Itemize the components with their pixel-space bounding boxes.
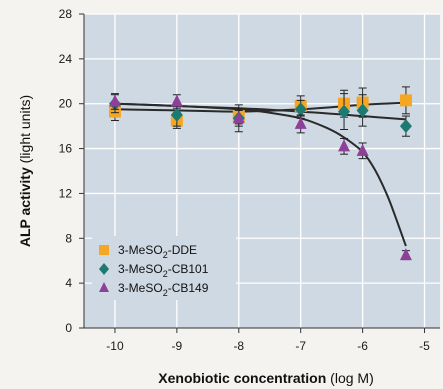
data-point-triangle — [232, 111, 245, 124]
legend-label-subscript: 2 — [163, 250, 168, 260]
legend-label: 3-MeSO2-DDE — [118, 243, 197, 260]
legend-marker-square — [99, 245, 109, 255]
legend-label-suffix: -CB101 — [168, 262, 209, 276]
x-tick-label: -6 — [357, 339, 368, 353]
y-tick-label: 12 — [59, 186, 73, 200]
y-axis-title-main: ALP activity — [17, 167, 33, 247]
x-axis-title-main: Xenobiotic concentration — [158, 370, 326, 386]
legend-label-suffix: -DDE — [168, 243, 197, 257]
legend-label-prefix: 3-MeSO — [118, 262, 163, 276]
fit-curve — [114, 102, 407, 247]
y-tick-label: 8 — [65, 231, 72, 245]
data-point-diamond — [399, 119, 412, 134]
x-tick-label: -10 — [106, 339, 124, 353]
y-tick-label: 20 — [59, 97, 73, 111]
gridlines — [84, 13, 440, 328]
y-tick-label: 4 — [65, 276, 72, 290]
data-point-diamond — [356, 103, 369, 118]
x-axis-title: Xenobiotic concentration (log M) — [158, 370, 373, 386]
axis-ticks: 0 4 8 12 16 20 24 28 -10 -9 -8 -7 -6 -5 — [59, 7, 431, 353]
legend-label-suffix: -CB149 — [168, 281, 209, 295]
data-point-triangle — [294, 116, 307, 129]
legend-label: 3-MeSO2-CB149 — [118, 281, 209, 298]
data-point-diamond — [170, 107, 183, 122]
legend-box — [92, 236, 236, 300]
legend-marker-triangle — [99, 282, 109, 292]
data-point-triangle — [338, 139, 351, 152]
legend-label-subscript: 2 — [163, 288, 168, 298]
data-point-diamond — [294, 102, 307, 117]
data-point-square — [399, 94, 412, 107]
y-tick-label: 16 — [59, 142, 73, 156]
data-points — [108, 86, 412, 261]
legend-marker-diamond — [99, 263, 109, 275]
data-point-triangle — [108, 94, 121, 107]
x-tick-label: -5 — [419, 339, 430, 353]
x-tick-label: -9 — [172, 339, 183, 353]
legend-label-prefix: 3-MeSO — [118, 243, 163, 257]
data-point-triangle — [356, 143, 369, 156]
y-tick-label: 28 — [59, 7, 73, 21]
y-axis-title: ALP activity (light units) — [17, 95, 33, 247]
legend-label: 3-MeSO2-CB101 — [118, 262, 209, 279]
data-point-triangle — [399, 248, 412, 261]
y-tick-label: 24 — [59, 52, 73, 66]
x-tick-label: -7 — [295, 339, 306, 353]
data-point-triangle — [170, 94, 183, 107]
y-tick-label: 0 — [65, 321, 72, 335]
legend-label-prefix: 3-MeSO — [118, 281, 163, 295]
y-axis-title-unit: (light units) — [17, 95, 33, 163]
data-point-diamond — [338, 104, 351, 119]
x-tick-label: -8 — [233, 339, 244, 353]
legend-label-subscript: 2 — [163, 269, 168, 279]
x-axis-title-unit: (log M) — [330, 370, 374, 386]
